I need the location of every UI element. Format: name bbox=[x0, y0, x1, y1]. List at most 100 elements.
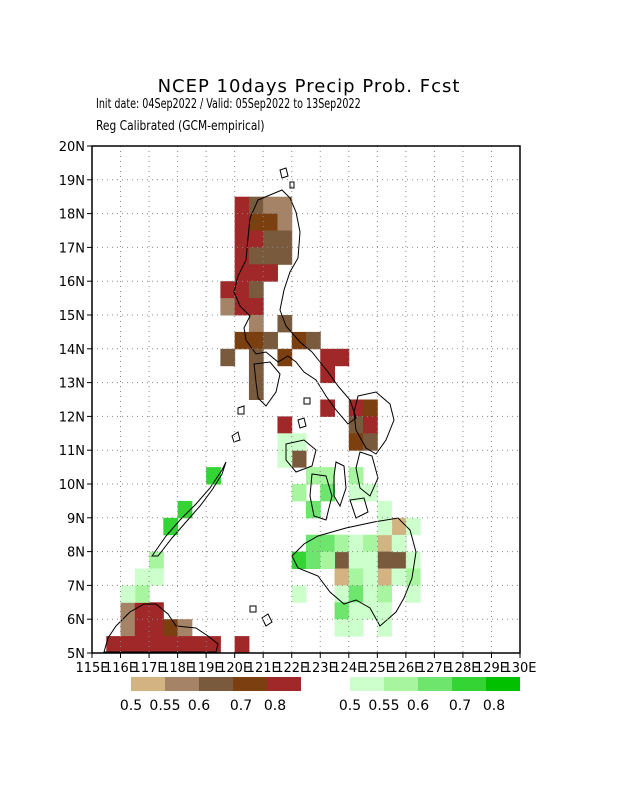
legend-swatch bbox=[350, 677, 384, 691]
forecast-cells bbox=[106, 196, 421, 654]
dry-prob-cell bbox=[163, 619, 179, 637]
dry-prob-cell bbox=[248, 315, 264, 333]
dry-prob-cell bbox=[320, 399, 336, 417]
lon-tick-label: 123E bbox=[304, 661, 337, 676]
wet-prob-cell bbox=[405, 585, 421, 603]
legend-level-label: 0.55 bbox=[149, 698, 180, 714]
lat-tick-label: 11N bbox=[59, 444, 85, 459]
lat-tick-label: 20N bbox=[59, 140, 85, 155]
lat-tick-label: 14N bbox=[59, 343, 85, 358]
wet-prob-cell bbox=[134, 585, 150, 603]
wet-prob-cell bbox=[320, 467, 336, 485]
wet-prob-cell bbox=[306, 467, 321, 485]
wet-prob-cell bbox=[363, 568, 378, 586]
dry-prob-cell bbox=[163, 636, 179, 654]
dry-prob-cell bbox=[248, 298, 264, 316]
dry-prob-cell bbox=[320, 365, 336, 384]
lat-tick-label: 15N bbox=[59, 309, 85, 324]
wet-prob-cell bbox=[163, 517, 179, 536]
legend-level-label: 0.7 bbox=[449, 698, 471, 714]
legend-swatch bbox=[233, 677, 267, 691]
dry-prob-cell bbox=[306, 331, 321, 350]
legend-swatch bbox=[131, 677, 165, 691]
dry-prob-cell bbox=[377, 551, 393, 569]
wet-prob-cell bbox=[377, 619, 393, 637]
wet-prob-cell bbox=[334, 585, 350, 603]
wet-prob-cell bbox=[320, 551, 336, 569]
wet-prob-cell bbox=[277, 433, 293, 451]
dry-prob-cell bbox=[120, 636, 136, 654]
lon-tick-label: 129E bbox=[475, 661, 508, 676]
lon-tick-label: 130E bbox=[503, 661, 536, 676]
dry-prob-cell bbox=[391, 551, 407, 569]
dry-prob-cell bbox=[220, 348, 236, 367]
wet-prob-cell bbox=[363, 551, 378, 569]
wet-prob-cell bbox=[391, 568, 407, 586]
dry-prob-cell bbox=[248, 382, 264, 400]
wet-prob-cell bbox=[377, 517, 393, 536]
dry-prob-cell bbox=[149, 636, 164, 654]
wet-prob-cell bbox=[120, 585, 136, 603]
init-valid-dates: Init date: 04Sep2022 / Valid: 05Sep2022 … bbox=[96, 97, 361, 112]
calibration-method: Reg Calibrated (GCM-empirical) bbox=[96, 119, 265, 134]
wet-prob-cell bbox=[306, 534, 321, 553]
dry-prob-cell bbox=[263, 230, 278, 248]
dry-prob-cell bbox=[234, 281, 250, 299]
wet-prob-cell bbox=[348, 534, 364, 553]
legend-swatch bbox=[384, 677, 418, 691]
wet-prob-cell bbox=[348, 585, 364, 603]
coastline bbox=[103, 167, 417, 653]
dry-prob-cell bbox=[277, 213, 293, 231]
lat-tick-label: 10N bbox=[59, 478, 85, 493]
dry-prob-cell bbox=[277, 416, 293, 434]
dry-prob-cell bbox=[177, 619, 193, 637]
lon-tick-label: 116E bbox=[104, 661, 137, 676]
wet-prob-cell bbox=[306, 551, 321, 569]
wet-prob-cell bbox=[348, 551, 364, 569]
lat-tick-label: 18N bbox=[59, 208, 85, 223]
latitude-labels: 5N 6N 7N 8N 9N 10N 11N 12N 13N 14N 15N 16N 17N 18N 19N… bbox=[59, 140, 92, 662]
dry-prob-cell bbox=[149, 602, 164, 620]
lat-tick-label: 5N bbox=[67, 647, 85, 662]
dry-prob-cell bbox=[248, 264, 264, 282]
wet-prob-cell bbox=[306, 500, 321, 519]
dry-prob-cell bbox=[334, 348, 350, 367]
longitude-labels: 115E116E117E118E119E120E121E122E123E124E… bbox=[75, 653, 537, 676]
wet-prob-cell bbox=[348, 619, 364, 637]
lon-tick-label: 126E bbox=[389, 661, 422, 676]
wet-prob-cell bbox=[377, 585, 393, 603]
lat-tick-label: 12N bbox=[59, 410, 85, 425]
wet-prob-cell bbox=[334, 534, 350, 553]
legend-swatch bbox=[452, 677, 486, 691]
wet-prob-cell bbox=[391, 534, 407, 553]
wet-prob-cell bbox=[405, 568, 421, 586]
dry-prob-cell bbox=[134, 619, 150, 637]
legend-level-label: 0.8 bbox=[264, 698, 286, 714]
dry-prob-cell bbox=[277, 230, 293, 248]
wet-prob-cell bbox=[405, 551, 421, 569]
dry-prob-cell bbox=[363, 433, 378, 451]
dry-prob-cell bbox=[191, 636, 207, 654]
lon-tick-label: 122E bbox=[275, 661, 308, 676]
wet-prob-cell bbox=[377, 500, 393, 519]
wet-prob-cell bbox=[377, 602, 393, 620]
dry-prob-cell bbox=[234, 636, 250, 654]
wet-prob-cell bbox=[320, 484, 336, 502]
lon-tick-label: 120E bbox=[218, 661, 251, 676]
dry-prob-cell bbox=[263, 331, 278, 350]
lon-tick-label: 115E bbox=[75, 661, 108, 676]
legend-swatch bbox=[486, 677, 520, 691]
dry-prob-cell bbox=[248, 247, 264, 265]
dry-prob-cell bbox=[291, 450, 307, 468]
dry-prob-cell bbox=[263, 213, 278, 231]
lat-tick-label: 7N bbox=[67, 579, 85, 594]
dry-prob-cell bbox=[348, 433, 364, 451]
wet-prob-cell bbox=[177, 500, 193, 519]
dry-prob-cell bbox=[263, 196, 278, 215]
dry-prob-cell bbox=[248, 196, 264, 215]
dry-prob-cell bbox=[206, 636, 221, 654]
wet-prob-cell bbox=[405, 517, 421, 536]
lat-tick-label: 8N bbox=[67, 546, 85, 561]
lon-tick-label: 118E bbox=[161, 661, 194, 676]
